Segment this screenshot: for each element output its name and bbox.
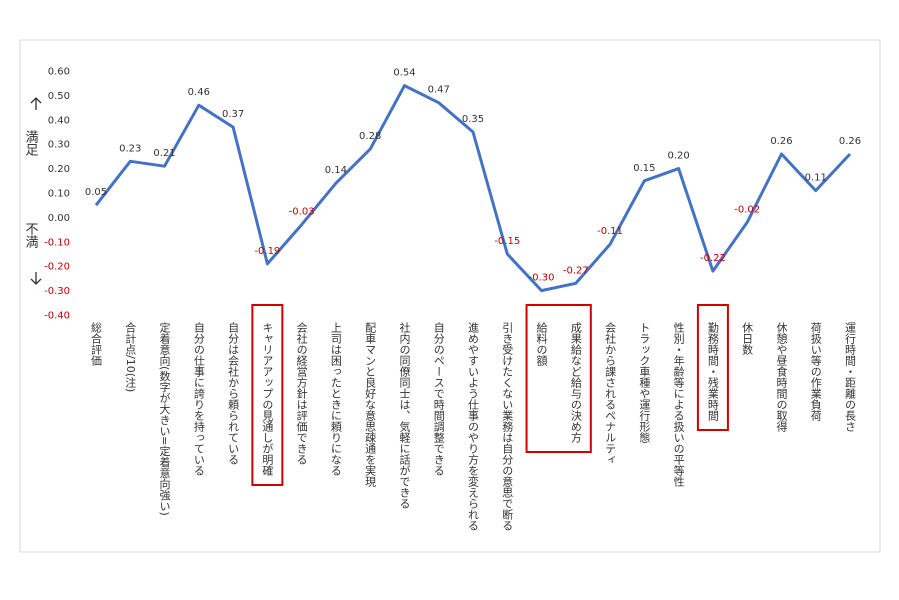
y-tick-label: -0.10 bbox=[44, 237, 70, 248]
value-label: 0.47 bbox=[428, 85, 450, 96]
value-label: -0.30 bbox=[529, 273, 555, 284]
x-tick-label: 勤務時間・残業時間 bbox=[706, 322, 719, 422]
x-tick-label: 休日数 bbox=[741, 322, 754, 356]
x-tick-label: 自分のペースで時間調整できる bbox=[432, 322, 445, 476]
x-tick-label: 定着意向(数字が大きい=定着意向強い) bbox=[158, 321, 171, 516]
y-tick-label: -0.30 bbox=[44, 286, 70, 297]
x-tick-label: 社内の同僚同士は、気軽に話ができる bbox=[398, 321, 411, 509]
value-label: 0.23 bbox=[119, 143, 141, 154]
value-label: -0.19 bbox=[254, 246, 280, 257]
y-tick-label: 0.00 bbox=[48, 213, 70, 224]
y-tick-label: -0.20 bbox=[44, 262, 70, 273]
chart-frame bbox=[19, 39, 881, 553]
x-tick-label: 会社から課されるペナルティ bbox=[604, 322, 617, 465]
down-arrow bbox=[30, 272, 42, 285]
value-label: 0.21 bbox=[153, 148, 175, 159]
x-tick-label: 自分は会社から頼られている bbox=[227, 322, 240, 465]
value-label: -0.03 bbox=[289, 207, 315, 218]
value-label: 0.28 bbox=[359, 131, 381, 142]
highlight-box bbox=[696, 304, 729, 431]
x-tick-label: キャリアアップの見通しが明確 bbox=[261, 322, 274, 477]
value-label: -0.11 bbox=[597, 226, 623, 237]
y-label-top: 満足 bbox=[23, 130, 39, 157]
value-label: 0.15 bbox=[633, 163, 655, 174]
value-label: 0.26 bbox=[770, 136, 792, 147]
value-label: 0.37 bbox=[222, 109, 244, 120]
value-label: -0.02 bbox=[734, 204, 760, 215]
line bbox=[94, 84, 852, 293]
x-tick-label: 進めやすいよう仕事のやり方を変えられる bbox=[467, 322, 480, 531]
up-arrow bbox=[30, 97, 42, 110]
value-label: 0.20 bbox=[668, 151, 690, 162]
y-tick-label: -0.40 bbox=[44, 311, 70, 322]
value-label: 0.26 bbox=[839, 136, 861, 147]
x-tick-label: 休憩や昼食時間の取得 bbox=[775, 322, 788, 432]
x-tick-label: 総合評価 bbox=[90, 321, 103, 366]
x-tick-label: 運行時間・距離の長さ bbox=[844, 322, 857, 432]
value-label: -0.15 bbox=[494, 236, 520, 247]
x-tick-label: 引き受けたくない業務は自分の意思で断る bbox=[501, 321, 514, 531]
x-tick-label: 合計点/10(注) bbox=[124, 321, 137, 393]
value-label: 0.35 bbox=[462, 114, 484, 125]
value-label: -0.27 bbox=[563, 265, 589, 276]
y-tick-label: 0.50 bbox=[48, 91, 70, 102]
x-tick-label: 自分の仕事に誇りを持っている bbox=[192, 322, 205, 476]
y-tick-label: 0.30 bbox=[48, 140, 70, 151]
x-tick-label: 給料の額 bbox=[535, 321, 548, 367]
value-label: 0.54 bbox=[393, 68, 415, 79]
x-tick-label: 荷扱い等の作業負荷 bbox=[809, 322, 822, 422]
value-label: 0.11 bbox=[805, 173, 827, 184]
value-label: 0.05 bbox=[85, 187, 107, 198]
y-tick-label: 0.40 bbox=[48, 115, 70, 126]
x-tick-label: 成果給など給与の決め方 bbox=[569, 322, 582, 443]
x-tick-label: 配車マンと良好な意思疎通を実現 bbox=[364, 322, 377, 488]
x-tick-label: 性別・年齢等による扱いの平等性 bbox=[672, 321, 685, 488]
x-tick-label: トラック車種や運行形態 bbox=[638, 322, 651, 443]
value-label: -0.22 bbox=[700, 253, 726, 264]
y-tick-label: 0.10 bbox=[48, 189, 70, 200]
value-label: 0.14 bbox=[325, 165, 347, 176]
x-tick-label: 上司は困ったときに頼りになる bbox=[329, 322, 342, 476]
x-tick-label: 会社の経営方針は評価できる bbox=[295, 322, 308, 465]
value-label: 0.46 bbox=[188, 87, 210, 98]
y-label-bottom: 不満 bbox=[23, 222, 39, 248]
y-tick-label: 0.20 bbox=[48, 164, 70, 175]
highlight-box bbox=[525, 304, 592, 453]
highlight-box bbox=[251, 304, 284, 486]
y-tick-label: 0.60 bbox=[48, 67, 70, 78]
